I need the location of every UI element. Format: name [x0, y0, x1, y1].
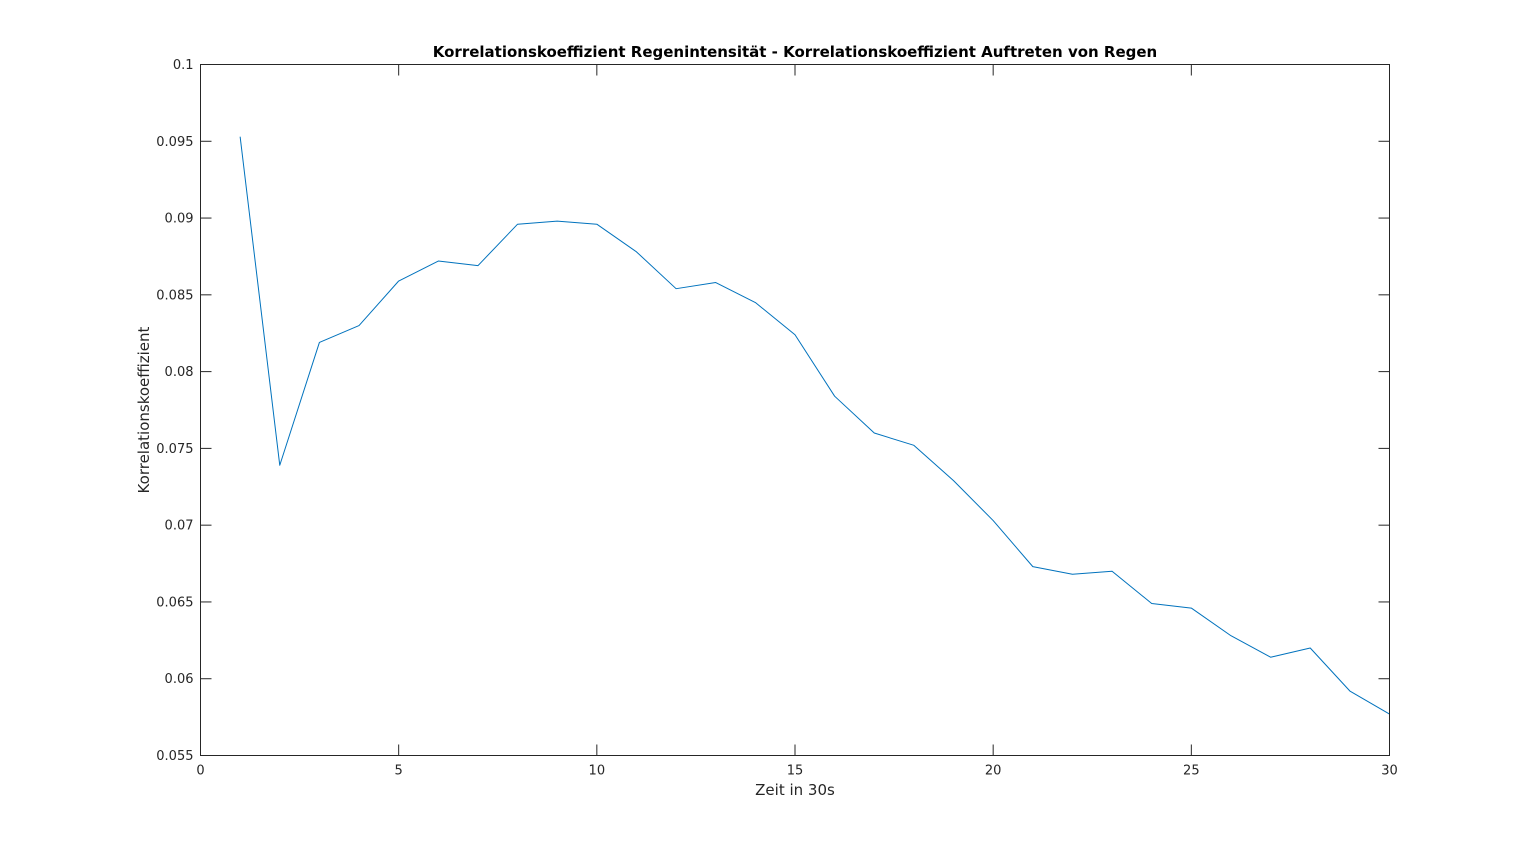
y-tick-label: 0.065	[156, 595, 193, 610]
x-tick-label: 30	[1381, 764, 1398, 779]
chart-title: Korrelationskoeffizient Regenintensität …	[433, 43, 1158, 61]
x-tick-label: 10	[589, 764, 606, 779]
y-tick-label: 0.07	[165, 519, 194, 534]
y-tick-label: 0.055	[156, 749, 193, 764]
series-layer	[239, 136, 1390, 715]
plot-frame	[200, 64, 1390, 756]
plot-area	[200, 64, 1390, 756]
x-tick-label: 25	[1183, 764, 1200, 779]
x-tick-label: 5	[395, 764, 403, 779]
x-tick-label: 20	[985, 764, 1002, 779]
y-tick-label: 0.08	[165, 365, 194, 380]
y-tick-label: 0.09	[165, 212, 194, 227]
y-tick-label: 0.085	[156, 288, 193, 303]
x-tick-label: 15	[787, 764, 804, 779]
y-tick-label: 0.075	[156, 442, 193, 457]
x-tick-label: 0	[196, 764, 204, 779]
x-axis-label: Zeit in 30s	[755, 781, 835, 799]
y-axis-label: Korrelationskoeffizient	[135, 326, 153, 493]
y-tick-label: 0.1	[173, 58, 194, 73]
y-tick-label: 0.095	[156, 135, 193, 150]
y-tick-label: 0.06	[165, 672, 194, 687]
series-line-1	[239, 136, 1390, 715]
y-axis: 0.055 0.06 0.065 0.07 0.075 0.08 0.085 0.09 0.09…	[156, 58, 1390, 764]
